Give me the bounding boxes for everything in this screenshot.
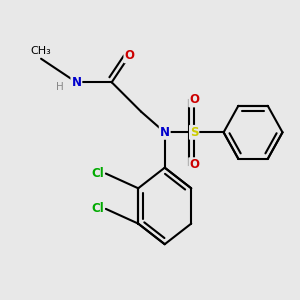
Text: O: O bbox=[189, 93, 199, 106]
Text: H: H bbox=[56, 82, 64, 92]
Text: O: O bbox=[124, 49, 134, 62]
Text: Cl: Cl bbox=[92, 167, 104, 180]
Text: N: N bbox=[160, 126, 170, 139]
Text: S: S bbox=[190, 126, 198, 139]
Text: CH₃: CH₃ bbox=[31, 46, 51, 56]
Text: O: O bbox=[189, 158, 199, 171]
Text: Cl: Cl bbox=[92, 202, 104, 215]
Text: N: N bbox=[71, 76, 81, 89]
